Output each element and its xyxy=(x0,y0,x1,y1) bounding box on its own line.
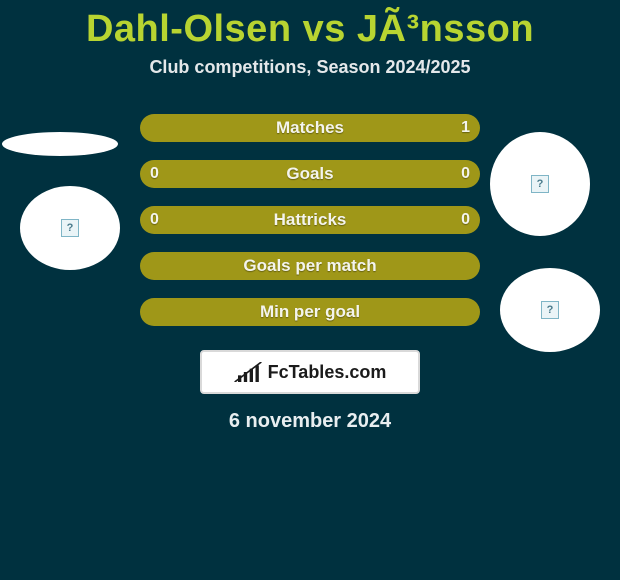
stat-label: Matches xyxy=(276,118,344,138)
stat-label: Goals xyxy=(286,164,333,184)
stat-left-value: 0 xyxy=(150,165,159,183)
image-placeholder-icon xyxy=(61,219,79,237)
bar-chart-icon xyxy=(234,362,262,382)
stat-right-value: 1 xyxy=(461,119,470,137)
image-placeholder-icon xyxy=(541,301,559,319)
player-avatar-right-bottom xyxy=(500,268,600,352)
subtitle: Club competitions, Season 2024/2025 xyxy=(0,57,620,78)
page-title: Dahl-Olsen vs JÃ³nsson xyxy=(0,8,620,51)
stat-right-value: 0 xyxy=(461,211,470,229)
stat-row: 0 Goals 0 xyxy=(140,160,480,188)
brand-badge: FcTables.com xyxy=(200,350,420,394)
image-placeholder-icon xyxy=(531,175,549,193)
stat-row: Min per goal xyxy=(140,298,480,326)
player-avatar-right-top xyxy=(490,132,590,236)
stat-row: Goals per match xyxy=(140,252,480,280)
stat-row: 0 Hattricks 0 xyxy=(140,206,480,234)
stat-label: Hattricks xyxy=(274,210,347,230)
stat-right-value: 0 xyxy=(461,165,470,183)
player-avatar-left xyxy=(20,186,120,270)
stat-label: Min per goal xyxy=(260,302,360,322)
brand-text: FcTables.com xyxy=(268,362,387,383)
decor-oval xyxy=(2,132,118,156)
date-text: 6 november 2024 xyxy=(0,410,620,433)
stat-row: Matches 1 xyxy=(140,114,480,142)
stats-list: Matches 1 0 Goals 0 0 Hattricks 0 Goals … xyxy=(140,114,480,326)
stat-left-value: 0 xyxy=(150,211,159,229)
stat-label: Goals per match xyxy=(243,256,376,276)
